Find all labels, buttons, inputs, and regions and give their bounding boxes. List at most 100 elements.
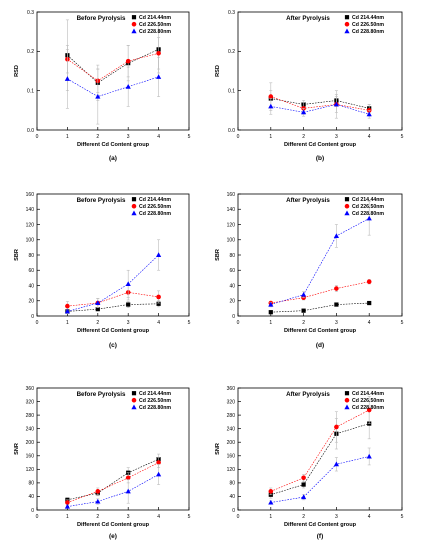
x-tick-label: 0 [237,320,240,326]
legend-label: Cd 228.80nm [139,405,171,411]
series-line [270,281,370,304]
legend-label: Cd 226.50nm [139,204,171,210]
y-tick-label: 80 [229,481,235,487]
x-tick-label: 2 [302,134,305,140]
y-tick-label: 360 [227,386,236,392]
series-line [67,49,159,84]
legend-label: Cd 214.44nm [139,15,171,21]
series-line [270,104,370,115]
data-point [64,76,70,81]
y-tick-label: 360 [26,386,35,392]
y-tick-label: 0 [232,508,235,514]
x-tick-label: 3 [127,320,130,326]
series-1 [65,300,161,314]
x-tick-label: 1 [66,514,69,520]
panel-label: (c) [109,342,117,349]
series-line [270,423,370,496]
x-axis-label: Different Cd Content group [77,142,150,148]
y-tick-label: 40 [28,494,34,500]
y-tick-label: 0 [31,508,34,514]
x-tick-label: 5 [188,134,191,140]
series-1 [268,408,372,499]
legend-marker [344,21,350,27]
legend-label: Cd 214.44nm [352,197,384,203]
chart-title: After Pyrolysis [286,197,330,204]
legend-marker [131,15,137,20]
panel-label: (b) [316,155,324,162]
data-point [334,424,339,430]
plot-frame [36,11,190,131]
x-tick-label: 1 [269,320,272,326]
legend-marker [131,21,137,27]
series-line [270,409,370,492]
x-tick-label: 1 [269,514,272,520]
data-point [301,475,306,481]
data-point [125,84,131,89]
y-axis-label: SBR [14,249,20,261]
y-tick-label: 100 [26,238,35,244]
legend-marker [131,210,137,216]
chart-panel-5: 0 1 2 3 4 5 0 40 80 120 160 200 240 280 320 360 Before P… [14,386,191,540]
series-3 [64,239,162,315]
data-point [366,111,372,117]
series-line [270,456,370,503]
chart-title: After Pyrolysis [286,391,330,398]
data-point [334,302,339,307]
series-line [270,218,370,305]
x-tick-label: 4 [157,514,160,520]
data-point [268,310,273,315]
data-point [301,482,306,487]
x-tick-label: 2 [302,320,305,326]
chart-panel-3: 0 1 2 3 4 5 0 20 40 60 80 100 120 140 160 Before Pyroly… [14,192,191,349]
series-3 [64,463,162,509]
panel-label: (f) [317,533,324,540]
data-point [125,281,131,286]
data-point [126,302,131,307]
data-point [301,291,307,297]
y-tick-label: 240 [26,426,35,432]
x-tick-label: 4 [157,134,160,140]
data-point [95,93,101,99]
x-tick-label: 3 [335,320,338,326]
panel-label: (a) [109,155,117,162]
y-axis-label: SNR [215,443,221,455]
y-tick-label: 240 [227,426,236,432]
chart-title: After Pyrolysis [286,15,330,22]
x-axis-label: Different Cd Content group [77,328,150,334]
data-point [367,300,372,306]
legend-marker [344,397,350,403]
data-point [156,51,161,56]
data-point [156,252,162,257]
y-tick-label: 120 [26,222,35,228]
y-tick-label: 0.0 [228,128,235,134]
data-point [366,453,372,459]
data-point [333,101,339,107]
data-point [366,215,372,221]
y-tick-label: 160 [227,192,236,198]
data-point [95,489,101,494]
x-tick-label: 5 [188,514,191,520]
x-tick-label: 0 [36,514,39,520]
chart-title: Before Pyrolysis [77,391,126,398]
series-3 [268,96,372,119]
y-tick-label: 160 [26,454,35,460]
chart-panel-1: 0 1 2 3 4 5 0.0 0.1 0.2 0.3 Before Pyrolysis Differ… [14,10,191,162]
data-point [301,494,307,500]
y-tick-label: 100 [227,238,236,244]
y-tick-label: 20 [28,299,34,305]
data-point [156,294,161,300]
x-tick-label: 2 [96,514,99,520]
data-point [366,407,372,413]
x-tick-label: 3 [335,134,338,140]
y-axis-label: SNR [14,443,20,455]
y-tick-label: 0 [31,314,34,320]
data-point [125,475,131,481]
legend-label: Cd 214.44nm [352,15,384,21]
data-point [95,307,100,312]
legend-marker [344,391,350,396]
data-point [95,300,101,306]
data-point [156,471,162,477]
